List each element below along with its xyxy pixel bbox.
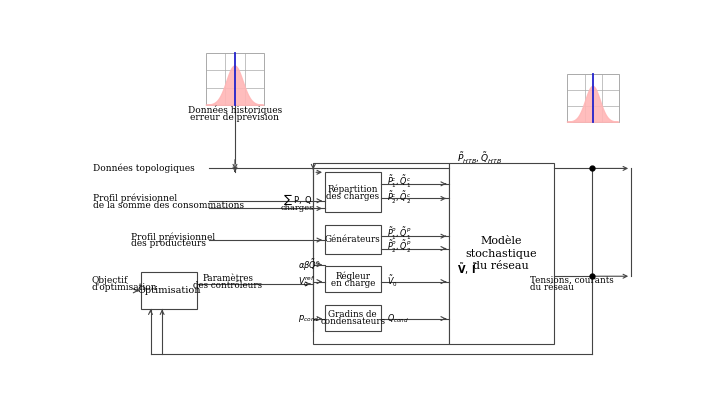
Text: Répartition: Répartition	[328, 184, 378, 194]
Text: condensateurs: condensateurs	[320, 317, 385, 326]
Text: des charges: des charges	[326, 192, 379, 201]
Text: Modèle: Modèle	[481, 236, 522, 246]
Bar	[567, 74, 619, 122]
Text: du réseau: du réseau	[474, 261, 529, 271]
Text: $\tilde{P}_1^c, \tilde{Q}_1^c$: $\tilde{P}_1^c, \tilde{Q}_1^c$	[387, 173, 411, 190]
Bar	[313, 163, 449, 344]
Text: $\tilde{P}_2^c, \tilde{Q}_2^c$: $\tilde{P}_2^c, \tilde{Q}_2^c$	[387, 190, 411, 206]
Text: $\tilde{P}_{HTB}, \tilde{Q}_{HTB}$: $\tilde{P}_{HTB}, \tilde{Q}_{HTB}$	[457, 151, 502, 166]
Text: des contrôleurs: des contrôleurs	[193, 281, 263, 290]
Text: Optimisation: Optimisation	[137, 286, 201, 295]
Text: de la somme des consommations: de la somme des consommations	[93, 201, 244, 210]
Text: Tensions, courants: Tensions, courants	[530, 276, 614, 285]
Text: Données topologiques: Données topologiques	[93, 164, 195, 173]
Bar	[325, 266, 381, 292]
Text: charges: charges	[281, 204, 314, 212]
Text: d'optimisation: d'optimisation	[91, 283, 157, 292]
Polygon shape	[206, 66, 263, 105]
Text: Données historiques: Données historiques	[188, 106, 282, 115]
Polygon shape	[567, 86, 619, 122]
Bar	[325, 225, 381, 254]
Bar	[325, 172, 381, 212]
Bar	[449, 163, 554, 344]
Text: $\tilde{\mathbf{V}},\, \tilde{\mathbf{I}}$: $\tilde{\mathbf{V}},\, \tilde{\mathbf{I}…	[457, 261, 476, 276]
Text: $\tilde{P}_1^p, \tilde{Q}_1^p$: $\tilde{P}_1^p, \tilde{Q}_1^p$	[387, 226, 411, 242]
Bar	[141, 272, 197, 309]
Text: Générateurs: Générateurs	[325, 235, 381, 244]
Text: erreur de prévision: erreur de prévision	[190, 113, 280, 122]
Text: Profil prévisionnel: Profil prévisionnel	[131, 232, 215, 242]
Text: stochastique: stochastique	[465, 249, 537, 258]
Text: du réseau: du réseau	[530, 283, 574, 292]
Text: $\tilde{V}_0$: $\tilde{V}_0$	[387, 274, 398, 289]
Text: Paramètres: Paramètres	[202, 274, 253, 283]
Text: $p_{cond}$: $p_{cond}$	[298, 313, 319, 324]
Text: en charge: en charge	[331, 279, 375, 288]
Bar	[325, 305, 381, 331]
Text: $\alpha\beta\tilde{Q}^0$: $\alpha\beta\tilde{Q}^0$	[298, 257, 321, 272]
Text: $\sum$ P, Q: $\sum$ P, Q	[283, 193, 312, 207]
Text: Régleur: Régleur	[336, 272, 370, 281]
Text: $Q_{cond}$: $Q_{cond}$	[387, 312, 409, 325]
Text: $V_0^{ref}$: $V_0^{ref}$	[298, 274, 315, 289]
Text: des producteurs: des producteurs	[131, 239, 206, 248]
Text: Gradins de: Gradins de	[329, 310, 377, 319]
Bar	[206, 53, 263, 105]
Text: Profil prévisionnel: Profil prévisionnel	[93, 194, 177, 203]
Text: $\tilde{P}_2^p, \tilde{Q}_2^p$: $\tilde{P}_2^p, \tilde{Q}_2^p$	[387, 239, 411, 255]
Text: Objectif: Objectif	[91, 276, 128, 285]
